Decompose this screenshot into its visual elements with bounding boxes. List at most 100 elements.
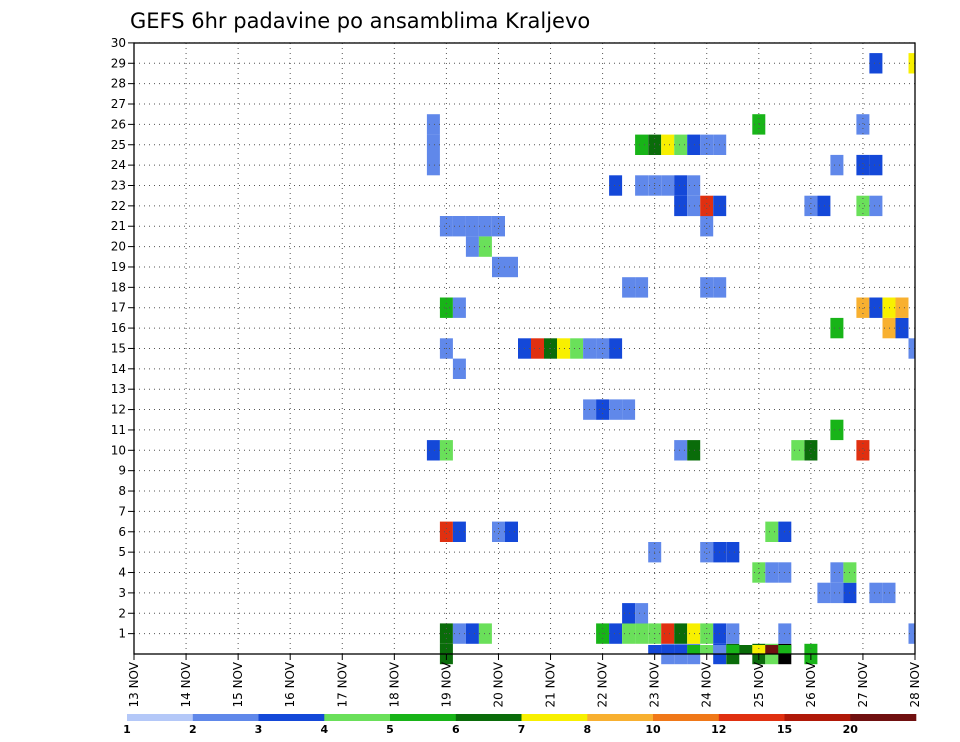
y-tick-label: 14 <box>111 362 126 376</box>
heatmap-cell <box>505 521 518 542</box>
heatmap-cell <box>426 440 440 461</box>
heatmap-cell <box>700 542 714 563</box>
legend-swatch <box>324 714 391 721</box>
y-tick-label: 13 <box>111 382 126 396</box>
legend-swatch <box>718 714 785 721</box>
heatmap-cell <box>478 216 492 237</box>
y-tick-label: 5 <box>118 545 126 559</box>
y-tick-label: 22 <box>111 199 126 213</box>
heatmap-cell <box>830 154 844 176</box>
heatmap-cell <box>674 175 688 196</box>
y-tick-label: 25 <box>111 138 126 152</box>
legend-label: 15 <box>777 723 792 736</box>
legend-label: 12 <box>711 723 726 736</box>
legend-label: 6 <box>452 723 460 736</box>
bottom-strip-cell <box>778 645 792 654</box>
heatmap-cell <box>700 195 714 217</box>
heatmap-cell <box>908 623 915 644</box>
heatmap-cell <box>492 256 505 278</box>
bottom-strip-cell <box>674 645 688 654</box>
heatmap-cell <box>700 216 714 237</box>
legend-swatch <box>127 714 193 721</box>
bottom-strip-cell <box>765 645 779 654</box>
y-tick-label: 3 <box>118 586 126 600</box>
legend-label: 4 <box>320 723 328 736</box>
heatmap-cell <box>687 175 701 196</box>
y-tick-label: 11 <box>111 423 126 437</box>
legend-label: 20 <box>843 723 859 736</box>
y-tick-label: 19 <box>111 260 126 274</box>
heatmap-cell <box>505 256 518 278</box>
legend-swatch <box>784 714 851 721</box>
heatmap-cell <box>609 623 623 644</box>
heatmap-cell <box>895 317 909 339</box>
heatmap-cell <box>439 216 453 237</box>
heatmap-cell <box>492 521 505 542</box>
heatmap-cell <box>752 114 766 135</box>
y-tick-label: 27 <box>111 97 126 111</box>
heatmap-cell <box>830 317 844 339</box>
heatmap-cell <box>908 53 915 74</box>
heatmap-cell <box>635 277 649 298</box>
x-tick-label: 14 NOV <box>179 661 193 707</box>
y-tick-label: 6 <box>118 525 126 539</box>
legend-label: 8 <box>583 723 591 736</box>
heatmap-cell <box>622 399 636 420</box>
bottom-strip-cell <box>648 645 662 654</box>
x-tick-label: 13 NOV <box>127 661 141 707</box>
heatmap-cell <box>674 195 688 217</box>
y-tick-label: 2 <box>118 606 126 620</box>
legend-swatch <box>850 714 917 721</box>
legend-label: 2 <box>189 723 197 736</box>
bottom-strip-cell <box>726 645 740 654</box>
x-tick-label: 22 NOV <box>596 661 610 707</box>
heatmap-cell <box>687 195 701 217</box>
color-legend: 1 2 3 4 5 6 7 8 10 12 15 20 <box>123 714 917 736</box>
y-tick-label: 16 <box>111 321 126 335</box>
heatmap-cell <box>674 440 688 461</box>
heatmap-cell <box>687 440 701 461</box>
bottom-strip-cell <box>713 645 727 654</box>
x-tick-label: 27 NOV <box>856 661 870 707</box>
heatmap-cell <box>622 277 636 298</box>
legend-swatch <box>258 714 325 721</box>
y-tick-label: 21 <box>111 219 126 233</box>
y-tick-label: 18 <box>111 280 126 294</box>
legend-swatch <box>455 714 522 721</box>
y-tick-label: 8 <box>118 484 126 498</box>
heatmap-cell <box>426 154 440 176</box>
heatmap-cell <box>869 297 883 318</box>
heatmap-cell <box>830 419 844 441</box>
heatmap-cell <box>570 338 584 359</box>
heatmap-cell <box>830 562 844 583</box>
heatmap-cell <box>609 338 623 359</box>
legend-label: 10 <box>645 723 661 736</box>
legend-label: 1 <box>123 723 131 736</box>
heatmap-cell <box>700 277 714 298</box>
heatmap-cell <box>439 440 453 461</box>
heatmap-cell <box>687 134 701 155</box>
heatmap-cell <box>869 582 883 604</box>
x-tick-label: 15 NOV <box>231 661 245 707</box>
y-tick-label: 24 <box>111 158 126 172</box>
y-tick-label: 15 <box>111 341 126 355</box>
heatmap-cell <box>869 154 883 176</box>
x-tick-label: 24 NOV <box>700 661 714 707</box>
heatmap-cell <box>674 134 688 155</box>
heatmap-cell <box>856 440 870 461</box>
heatmap-cell <box>856 114 870 135</box>
y-axis: 1234567891011121314151617181920212223242… <box>111 36 134 641</box>
y-tick-label: 1 <box>118 627 126 641</box>
heatmap-cell <box>817 195 831 217</box>
x-tick-label: 28 NOV <box>908 661 922 707</box>
y-tick-label: 29 <box>111 56 126 70</box>
heatmap-cell <box>596 399 610 420</box>
heatmap-cell <box>465 236 479 257</box>
heatmap-cell <box>635 623 649 644</box>
heatmap-cell <box>478 623 492 644</box>
y-tick-label: 30 <box>111 36 126 50</box>
heatmap-cell <box>557 338 570 359</box>
bottom-strip-cell <box>661 645 675 654</box>
heatmap-cell <box>869 195 883 217</box>
